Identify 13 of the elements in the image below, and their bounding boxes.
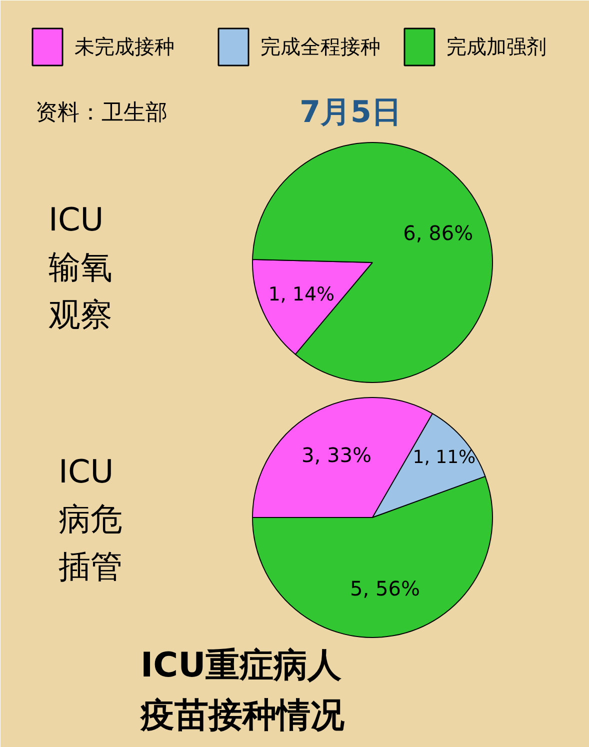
data-label: 1, 14% bbox=[268, 284, 335, 306]
text: ICU重症病人疫苗接种情况 bbox=[140, 646, 346, 736]
legend-label: 完成加强剂 bbox=[446, 34, 546, 58]
slice-label: ICU输氧观察 bbox=[48, 200, 112, 334]
legend-label: 未完成接种 bbox=[74, 34, 174, 58]
data-label: 1, 11% bbox=[412, 446, 476, 468]
data-label: 3, 33% bbox=[302, 443, 372, 468]
text: 资料：卫生部 bbox=[36, 100, 168, 126]
data-label: 5, 56% bbox=[350, 576, 420, 600]
slice-label: ICU病危插管 bbox=[58, 452, 122, 586]
data-label: 6, 86% bbox=[403, 220, 474, 245]
text: 7月5日 bbox=[300, 95, 402, 130]
legend-label: 完成全程接种 bbox=[260, 34, 380, 58]
